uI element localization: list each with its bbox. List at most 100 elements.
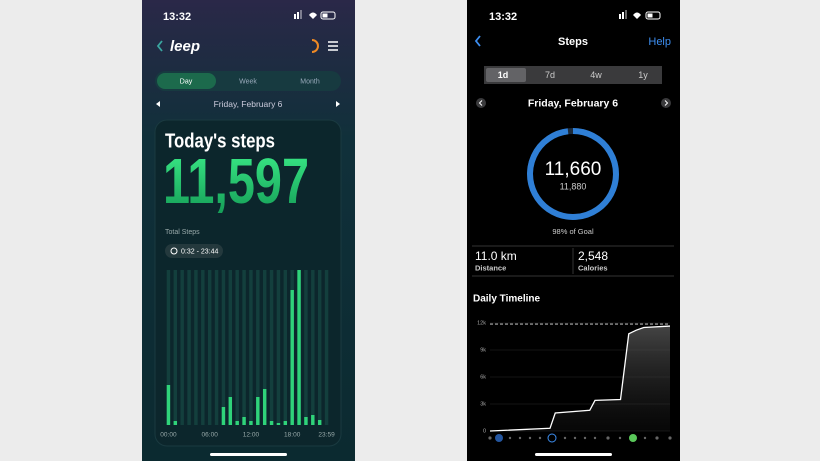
bar-track [283, 270, 288, 425]
tab[interactable]: 1y [638, 70, 648, 80]
bar-track [194, 270, 198, 425]
bar-track [228, 270, 233, 425]
steps-label: Total Steps [165, 229, 200, 236]
y-tick-label: 12k [477, 320, 486, 326]
bar-track [180, 270, 184, 425]
tab[interactable]: Week [239, 78, 257, 85]
y-tick-label: 0 [483, 428, 486, 434]
tab[interactable]: 1d [498, 70, 509, 80]
date: Friday, February 6 [214, 99, 283, 109]
stat-value: 2,548 [578, 249, 608, 263]
home-indicator [210, 453, 287, 456]
prev-day[interactable] [156, 101, 160, 107]
x-tick-label: 06:00 [202, 432, 219, 439]
tab-selected [157, 73, 216, 89]
runner-icon [170, 247, 178, 255]
bar [221, 407, 226, 425]
nav-title: Steps [558, 36, 588, 48]
bar-track [304, 270, 308, 425]
back-button[interactable] [156, 40, 163, 52]
bar-track [311, 270, 315, 425]
tab[interactable]: Day [180, 78, 193, 85]
status-icons [619, 10, 661, 20]
bar-track [324, 270, 329, 425]
bar-track [249, 270, 253, 425]
tab[interactable]: 7d [545, 70, 555, 80]
bar [290, 290, 294, 425]
steps-goal: 11,880 [560, 181, 587, 191]
bar [276, 423, 281, 425]
left-screen: 13:32 leep Day Week Month Friday, Februa… [142, 0, 355, 461]
bar-track [221, 270, 226, 425]
loading-spinner [311, 39, 319, 53]
right-screen: 13:32 Steps Help 1d 7d 4w 1y Friday, Feb… [467, 0, 680, 461]
next-day[interactable] [336, 101, 340, 107]
bar-track [166, 270, 171, 425]
date: Friday, February 6 [528, 97, 618, 109]
stat-value: 11.0 km [475, 249, 517, 263]
bar-track [276, 270, 281, 425]
y-tick-label: 3k [480, 401, 486, 407]
x-tick-label: 00:00 [160, 432, 177, 439]
bar-track [262, 270, 267, 425]
bar [297, 270, 301, 425]
y-tick-label: 9k [480, 347, 486, 353]
y-tick-label: 6k [480, 374, 486, 380]
bar-track [242, 270, 246, 425]
bar [249, 421, 253, 425]
bar-track [207, 270, 212, 425]
timeline-chart: 0 3k 6k 9k 12k [477, 320, 671, 434]
bar [262, 389, 267, 425]
stat-label: Calories [578, 263, 608, 272]
home-indicator [535, 453, 612, 456]
bar [173, 421, 178, 425]
bar [317, 420, 322, 425]
help-button[interactable]: Help [648, 36, 671, 48]
status-time: 13:32 [163, 11, 191, 23]
steps-line [489, 325, 671, 432]
tab-bar [484, 66, 662, 84]
x-tick-label: 12:00 [243, 432, 260, 439]
status-icons [294, 10, 336, 20]
x-tick-label: 18:00 [284, 432, 301, 439]
menu-button[interactable] [328, 41, 338, 51]
bar [166, 385, 171, 425]
bar-track [317, 270, 322, 425]
hourly-chart: 00:00 06:00 12:00 18:00 23:59 [160, 270, 335, 439]
bar-track [235, 270, 239, 425]
next-day[interactable] [661, 98, 671, 108]
heading: Today's steps [165, 130, 275, 152]
tab-selected [486, 68, 526, 82]
timeline-dots [488, 433, 672, 443]
bar [228, 397, 233, 425]
bar [242, 417, 246, 425]
tab[interactable]: 4w [590, 70, 602, 80]
bar-track [173, 270, 178, 425]
bar [269, 421, 274, 425]
back-button[interactable] [474, 35, 481, 47]
bar [235, 421, 239, 425]
steps-total: 11,660 [545, 159, 602, 180]
active-pill [165, 244, 223, 258]
stat-label: Distance [475, 263, 506, 272]
prev-day[interactable] [476, 98, 486, 108]
goal-percent: 98% of Goal [552, 227, 594, 236]
steps-total: 11,597 [163, 145, 309, 217]
bar [283, 421, 288, 425]
bar-track [214, 270, 219, 425]
bar [311, 415, 315, 425]
tab[interactable]: Month [300, 78, 320, 85]
bar-track [269, 270, 274, 425]
active-range: 0:32 - 23:44 [181, 248, 218, 255]
logo: leep [170, 38, 200, 55]
section-title: Daily Timeline [473, 294, 541, 305]
x-tick-label: 23:59 [318, 432, 335, 439]
bar-track [201, 270, 205, 425]
goal-ring [527, 128, 619, 220]
bar-track [187, 270, 191, 425]
area [490, 326, 670, 431]
bar [256, 397, 260, 425]
bar [304, 417, 308, 425]
